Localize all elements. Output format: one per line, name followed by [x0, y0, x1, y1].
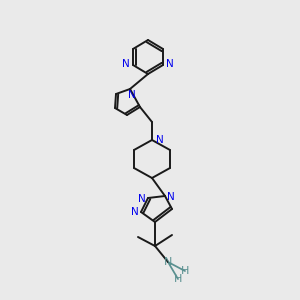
- Text: N: N: [128, 90, 136, 100]
- Text: N: N: [164, 257, 172, 267]
- Text: N: N: [167, 192, 175, 202]
- Text: N: N: [156, 135, 164, 145]
- Text: N: N: [122, 59, 130, 69]
- Text: H: H: [181, 266, 189, 276]
- Text: N: N: [138, 194, 146, 204]
- Text: N: N: [166, 59, 174, 69]
- Text: N: N: [131, 207, 139, 217]
- Text: H: H: [174, 274, 182, 284]
